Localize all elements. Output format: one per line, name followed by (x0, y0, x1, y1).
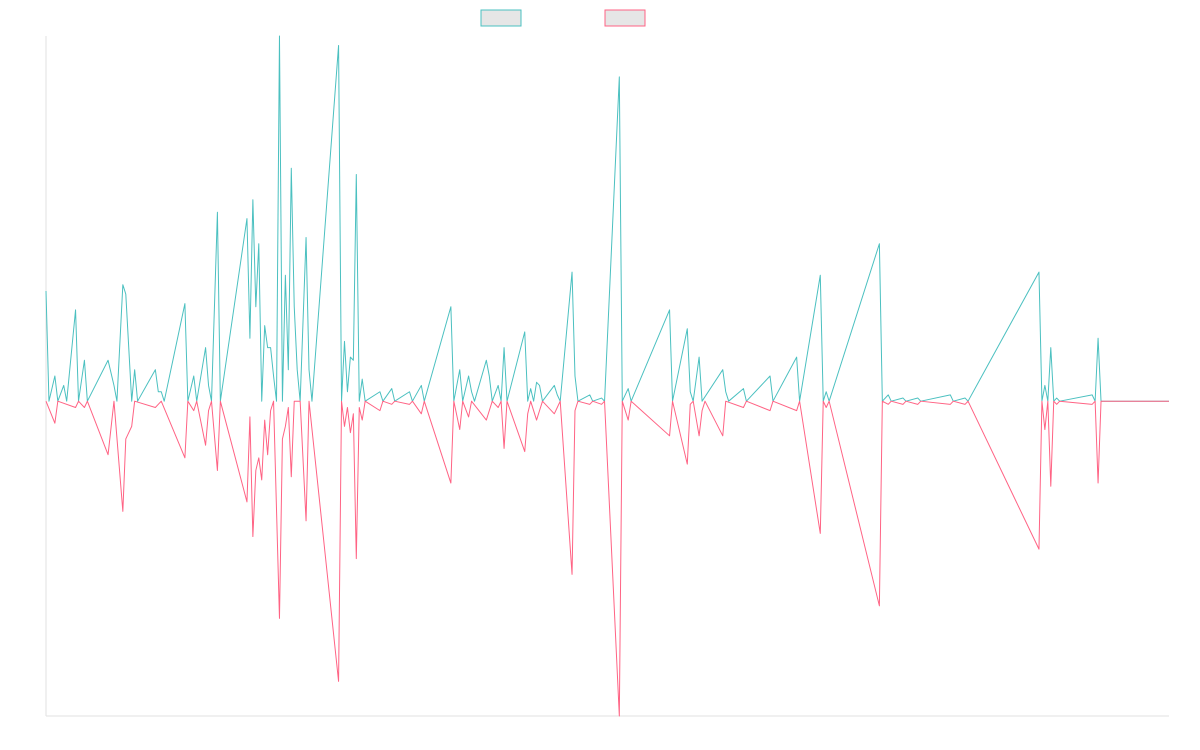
series-line-2 (45, 400, 1169, 717)
legend[interactable] (480, 9, 646, 27)
legend-swatch-2[interactable] (604, 9, 646, 27)
legend-swatch-1[interactable] (480, 9, 522, 27)
axes (45, 36, 1169, 717)
series-line-1 (45, 35, 1169, 402)
series-layer (45, 35, 1169, 717)
